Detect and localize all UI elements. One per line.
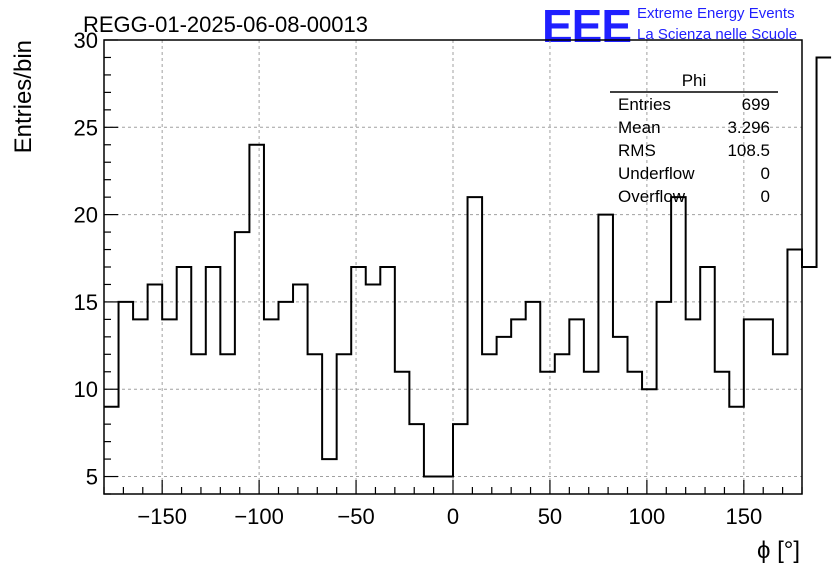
y-tick-label: 25 [74, 115, 98, 140]
y-tick-labels: 5 10 15 20 25 30 [74, 28, 98, 490]
stats-value-overflow: 0 [761, 187, 770, 206]
x-tick-label: 0 [447, 504, 459, 529]
y-tick-label: 10 [74, 377, 98, 402]
stats-title: Phi [682, 71, 707, 90]
x-tick-labels: −150 −100 −50 0 50 100 150 [137, 504, 762, 529]
x-tick-label: −150 [137, 504, 187, 529]
x-tick-label: −100 [234, 504, 284, 529]
y-tick-label: 15 [74, 290, 98, 315]
logo-mark: EEE [542, 0, 631, 52]
x-tick-label: 100 [629, 504, 666, 529]
stats-label-overflow: Overflow [618, 187, 686, 206]
stats-box: Phi Entries 699 Mean 3.296 RMS 108.5 Und… [610, 71, 778, 206]
stats-value-underflow: 0 [761, 164, 770, 183]
x-tick-label: −50 [337, 504, 374, 529]
stats-value-rms: 108.5 [727, 141, 770, 160]
stats-label-underflow: Underflow [618, 164, 695, 183]
stats-value-mean: 3.296 [727, 118, 770, 137]
x-axis-label: ϕ [°] [757, 537, 800, 564]
y-tick-label: 20 [74, 203, 98, 228]
y-tick-label: 30 [74, 28, 98, 53]
y-tick-label: 5 [86, 465, 98, 490]
y-axis-label: Entries/bin [10, 40, 37, 153]
stats-value-entries: 699 [742, 95, 770, 114]
x-tick-label: 50 [538, 504, 562, 529]
logo-line-2: La Scienza nelle Scuole [637, 26, 797, 43]
stats-label-mean: Mean [618, 118, 661, 137]
histogram-series [104, 56, 832, 478]
stats-label-entries: Entries [618, 95, 671, 114]
logo-line-1: Extreme Energy Events [637, 5, 795, 22]
axis-ticks [103, 39, 803, 495]
chart-title: REGG-01-2025-06-08-00013 [83, 12, 368, 37]
logo: EEE Extreme Energy Events La Scienza nel… [542, 0, 797, 52]
x-tick-label: 150 [725, 504, 762, 529]
stats-label-rms: RMS [618, 141, 656, 160]
